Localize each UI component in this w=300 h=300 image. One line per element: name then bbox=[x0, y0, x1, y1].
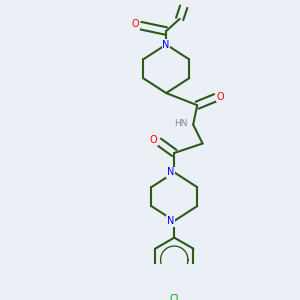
Text: N: N bbox=[167, 167, 174, 177]
Text: O: O bbox=[150, 135, 158, 145]
Text: N: N bbox=[167, 216, 174, 226]
Text: Cl: Cl bbox=[169, 294, 179, 300]
Text: N: N bbox=[163, 40, 170, 50]
Text: HN: HN bbox=[174, 119, 188, 128]
Text: O: O bbox=[217, 92, 224, 102]
Text: O: O bbox=[132, 19, 140, 29]
Text: N: N bbox=[167, 167, 174, 177]
